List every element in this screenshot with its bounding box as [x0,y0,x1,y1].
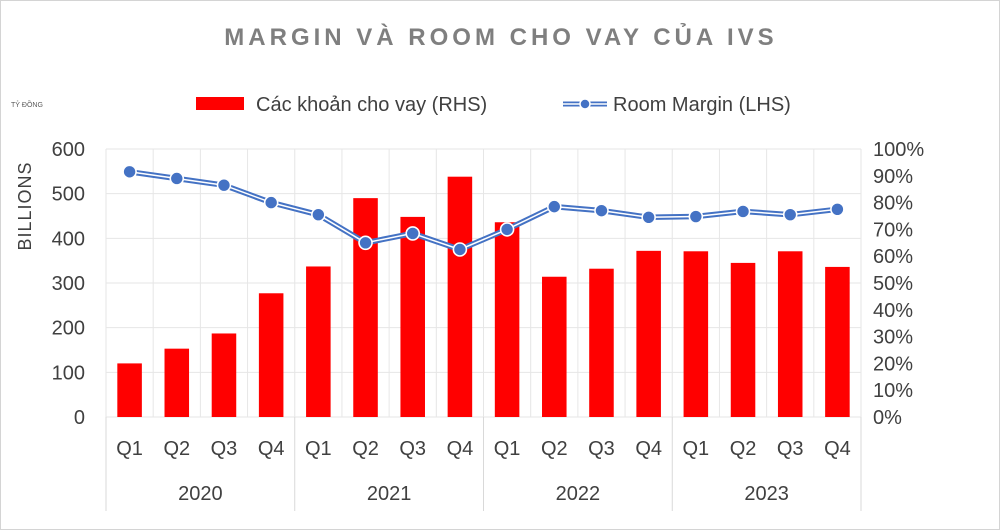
bar [683,251,709,417]
right-tick-label: 40% [873,300,913,322]
left-tick-label: 600 [52,139,85,161]
line-point [169,171,185,186]
left-tick-label: 100 [52,362,85,384]
bar [258,293,284,417]
gridlines [105,148,862,418]
line-point [641,210,656,225]
group-label: 2021 [367,483,412,505]
line-point [735,204,751,219]
x-tick-label: Q3 [211,438,238,460]
x-tick-label: Q3 [399,438,426,460]
line-point [499,222,515,237]
left-tick-label: 500 [52,184,85,206]
legend-line-marker [579,98,591,110]
line-point [311,207,326,222]
left-tick-label: 300 [52,273,85,295]
line-point [546,199,562,214]
right-tick-label: 60% [873,246,913,268]
line-point [452,242,468,257]
right-tick-label: 50% [873,273,913,295]
bar [636,250,661,417]
x-tick-label: Q1 [305,438,332,460]
right-tick-label: 100% [873,139,924,161]
group-label: 2022 [556,483,601,505]
right-tick-label: 20% [873,353,913,375]
bar [494,222,520,417]
bar [211,333,237,417]
bar [353,198,378,417]
x-tick-label: Q2 [352,438,379,460]
y-axis-label: BILLIONS [15,161,35,250]
left-tick-label: 400 [52,228,85,250]
right-tick-label: 30% [873,327,913,349]
bar [777,251,803,417]
x-tick-label: Q4 [447,438,474,460]
x-tick-label: Q3 [777,438,804,460]
legend-line-label: Room Margin (LHS) [613,94,791,116]
x-tick-label: Q4 [635,438,662,460]
legend-bar-label: Các khoản cho vay (RHS) [256,94,487,116]
line-point [782,207,798,222]
bar [117,363,142,417]
legend-bar-swatch [196,97,244,110]
line-point [358,235,373,251]
legend-line-swatch [563,98,607,110]
unit-note: TỶ ĐỒNG [11,99,43,109]
bar [400,216,425,417]
group-label: 2020 [178,483,223,505]
line-point [122,164,137,180]
x-tick-label: Q1 [683,438,710,460]
x-tick-label: Q2 [730,438,757,460]
right-axis-ticks: 0% 10% 20% 30% 40% 50% 60% 70% 80% 90% 100% [873,139,924,429]
x-tick-label: Q3 [588,438,615,460]
line-point [405,226,421,241]
right-tick-label: 10% [873,380,913,402]
right-tick-label: 70% [873,219,913,241]
bar [730,262,756,417]
chart-title: MARGIN VÀ ROOM CHO VAY CỦA IVS [224,22,777,51]
bar [306,266,331,417]
line-point [216,177,232,193]
x-tick-label: Q4 [824,438,851,460]
group-label: 2023 [744,483,789,505]
line-point [688,209,704,224]
bar [447,176,473,417]
x-axis-groups: 2020 2021 2022 2023 [105,417,862,511]
right-tick-label: 0% [873,407,902,429]
line-point [830,202,845,217]
line-series [122,164,845,257]
line-point [594,203,609,218]
left-tick-label: 200 [52,318,85,340]
bar [164,348,190,417]
x-tick-label: Q4 [258,438,285,460]
legend: Các khoản cho vay (RHS) Room Margin (LHS… [196,94,791,116]
x-axis-ticks: Q1 Q2 Q3 Q4 Q1 Q2 Q3 Q4 Q1 Q2 Q3 Q4 Q1 Q2 Q3 Q4 [116,438,851,460]
bar [825,266,850,417]
x-tick-label: Q1 [116,438,143,460]
left-axis-ticks: 0 100 200 300 400 500 600 [52,139,85,429]
bar [542,276,567,417]
left-tick-label: 0 [74,407,85,429]
right-tick-label: 90% [873,166,913,188]
bar [589,268,614,417]
x-tick-label: Q2 [163,438,190,460]
x-tick-label: Q2 [541,438,568,460]
right-tick-label: 80% [873,193,913,215]
bar-series [117,176,850,417]
line-point [263,195,279,210]
line-path-inner [129,171,838,251]
x-tick-label: Q1 [494,438,521,460]
